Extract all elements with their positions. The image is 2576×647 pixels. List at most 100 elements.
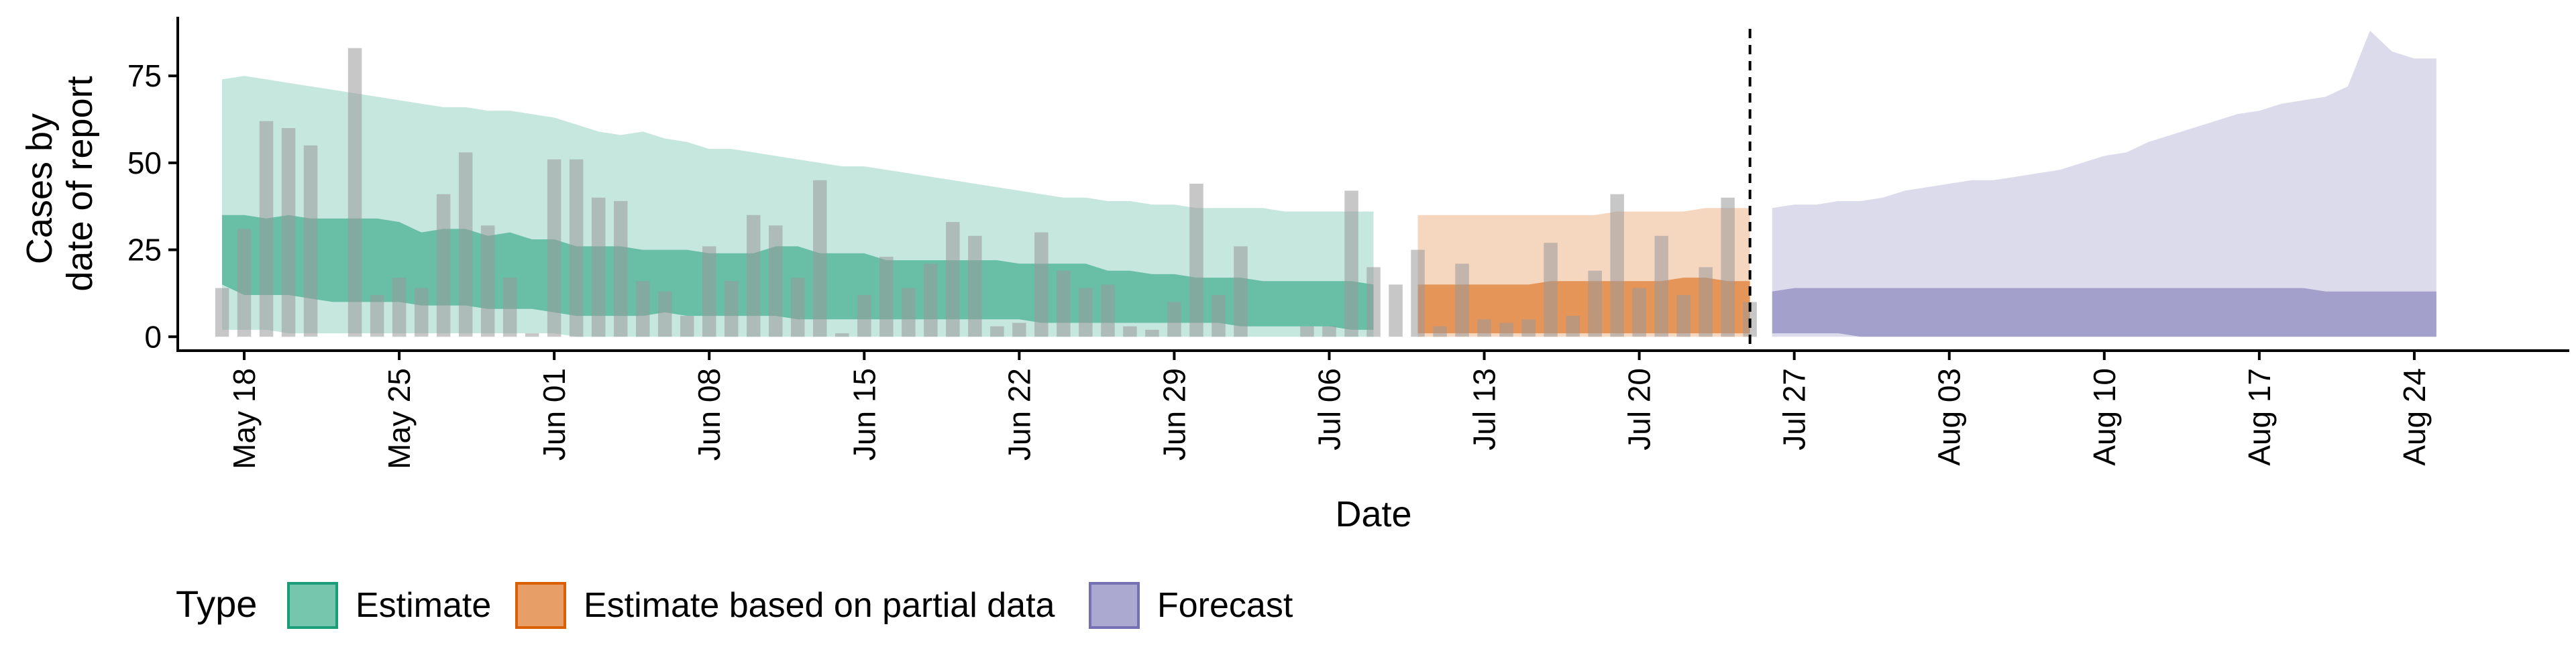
x-tick-label: Jun 22 [1002,368,1036,461]
reported-cases-bar [1167,302,1181,337]
reported-cases-bar [1610,194,1624,337]
reported-cases-bar [879,256,894,337]
reported-cases-bar [347,48,362,337]
legend-key-forecast [1089,582,1140,629]
reported-cases-bar [1300,326,1314,337]
x-tick-label: Jul 06 [1311,368,1346,451]
y-tick-label: 50 [127,145,162,180]
reported-cases-bar [1699,267,1713,337]
reported-cases-bar [1676,295,1690,337]
reported-cases-bar [1389,284,1403,337]
reported-cases-bar [990,326,1004,337]
reported-cases-bar [1012,322,1026,337]
legend-key-partial [515,582,566,629]
reported-cases-bar [769,225,783,337]
x-tick-label: Jun 08 [692,368,727,461]
legend-title: Type [176,583,257,625]
reported-cases-bar [525,333,539,337]
reported-cases-bar [1366,267,1381,337]
x-tick-label: Jun 29 [1157,368,1191,461]
x-axis-title: Date [1335,494,1411,534]
reported-cases-bar [281,128,296,337]
reported-cases-bar [1322,326,1336,337]
reported-cases-bar [547,159,561,337]
x-tick-label: May 18 [227,368,262,469]
reported-cases-bar [436,194,451,337]
legend-label-forecast: Forecast [1157,586,1293,625]
bar-layer [215,48,1757,337]
reported-cases-bar [1499,322,1513,337]
reported-cases-bar [791,278,805,337]
reported-cases-bar [237,229,252,337]
reported-cases-bar [480,225,495,337]
reported-cases-bar [946,222,960,337]
y-tick-label: 75 [127,58,162,93]
reported-cases-bar [591,197,606,337]
reported-cases-bar [1344,190,1358,337]
reported-cases-bar [680,316,694,337]
x-tick-label: Aug 10 [2087,368,2122,466]
x-tick-label: May 25 [382,368,417,469]
reported-cases-bar [392,278,407,337]
reported-cases-bar [1079,288,1093,337]
reported-cases-bar [414,288,429,337]
reported-cases-bar [1212,295,1226,337]
x-tick-label: Aug 17 [2242,368,2277,466]
reported-cases-bar [259,121,274,337]
reported-cases-bar [502,278,517,337]
axes-layer [176,17,2569,352]
reported-cases-bar [747,215,761,337]
legend-label-partial: Estimate based on partial data [584,586,1055,625]
reported-cases-bar [1189,184,1203,337]
reported-cases-bar [370,295,384,337]
reported-cases-bar [215,288,229,337]
x-tick-label: Aug 24 [2397,368,2432,466]
legend-key-estimate [287,582,338,629]
reported-cases-bar [1034,232,1049,337]
forecast-outer-band [1772,30,2436,337]
reported-cases-bar [1123,326,1137,337]
reported-cases-bar [303,145,318,337]
reported-cases-bar [1477,319,1491,337]
y-tick-label: 0 [144,319,162,354]
reported-cases-bar [1057,270,1071,337]
x-tick-label: Jun 01 [537,368,572,461]
y-tick-label: 25 [127,233,162,268]
reported-cases-bar [1521,319,1536,337]
reported-cases-bar [924,263,938,337]
x-tick-label: Jul 27 [1777,368,1812,451]
reported-cases-bar [835,333,849,337]
reported-cases-bar [1632,288,1646,337]
reported-cases-bar [702,246,716,337]
reported-cases-bar [968,235,982,337]
reported-cases-bar [1234,246,1248,337]
legend: Type Estimate Estimate based on partial … [176,582,1293,629]
reported-cases-bar [813,180,827,337]
x-tick-label: Aug 03 [1932,368,1967,466]
x-tick-label: Jun 15 [847,368,881,461]
reported-cases-bar [1455,263,1469,337]
x-tick-label: Jul 13 [1467,368,1502,451]
reported-cases-bar [1654,235,1668,337]
y-axis-title-line-2: date of report [60,76,100,291]
reported-cases-bar [857,295,871,337]
reported-cases-bar [1411,249,1425,337]
y-axis-title-line-1: Cases by [19,113,60,264]
reported-cases-bar [1101,284,1115,337]
reported-cases-bar [1433,326,1447,337]
reported-cases-bar [1566,316,1580,337]
reported-cases-bar [614,200,628,337]
reported-cases-bar [458,152,473,337]
forecast-inner-band [1772,288,2436,337]
reported-cases-bar [1145,329,1159,337]
reported-cases-bar [724,281,739,337]
reported-cases-bar [902,288,916,337]
reported-cases-bar [1544,243,1558,337]
reported-cases-bar [636,281,650,337]
reported-cases-bar [1721,197,1735,337]
y-ticks: 0 25 50 75 [127,58,178,354]
reported-cases-bar [569,159,584,337]
x-tick-label: Jul 20 [1622,368,1657,451]
